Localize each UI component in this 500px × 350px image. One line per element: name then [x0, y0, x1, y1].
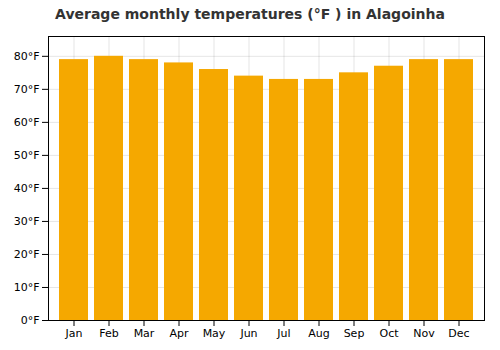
svg-text:Jun: Jun: [239, 327, 257, 340]
svg-text:Jan: Jan: [65, 327, 83, 340]
svg-text:10°F: 10°F: [14, 281, 40, 294]
svg-text:Feb: Feb: [99, 327, 118, 340]
svg-text:50°F: 50°F: [14, 149, 40, 162]
svg-text:0°F: 0°F: [21, 314, 40, 327]
svg-text:70°F: 70°F: [14, 83, 40, 96]
svg-text:80°F: 80°F: [14, 50, 40, 63]
svg-text:Oct: Oct: [379, 327, 399, 340]
svg-text:Dec: Dec: [448, 327, 469, 340]
svg-text:60°F: 60°F: [14, 116, 40, 129]
svg-text:May: May: [203, 327, 226, 340]
svg-text:Aug: Aug: [308, 327, 329, 340]
svg-text:40°F: 40°F: [14, 182, 40, 195]
html-text:Average monthly temperatures (: Average monthly temperatures (°F ) in Al…: [55, 6, 445, 22]
svg-text:Mar: Mar: [134, 327, 155, 340]
svg-text:Sep: Sep: [344, 327, 365, 340]
svg-text:20°F: 20°F: [14, 248, 40, 261]
svg-text:30°F: 30°F: [14, 215, 40, 228]
svg-text:Nov: Nov: [413, 327, 435, 340]
svg-text:Jul: Jul: [276, 327, 290, 340]
svg-text:Apr: Apr: [169, 327, 189, 340]
